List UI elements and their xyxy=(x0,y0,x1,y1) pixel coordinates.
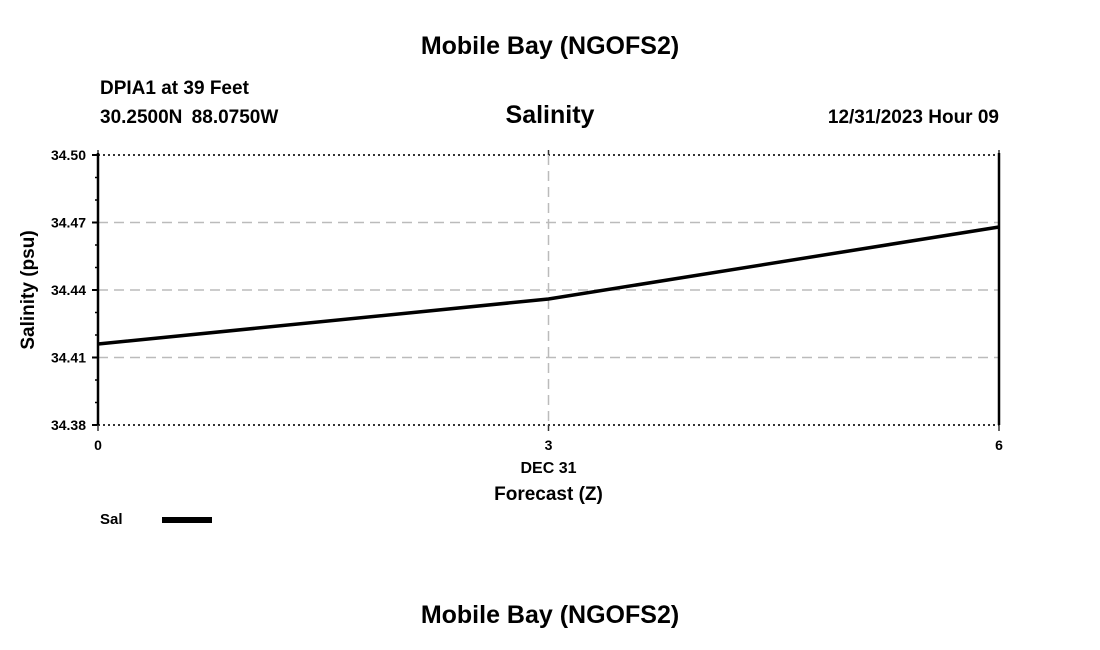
coordinates-label: 30.2500N 88.0750W xyxy=(100,107,279,128)
legend-label: Sal xyxy=(100,511,123,528)
x-tick-label: 3 xyxy=(545,437,553,453)
x-tick-label: 6 xyxy=(995,437,1003,453)
y-tick-label: 34.41 xyxy=(51,350,86,366)
y-axis-label: Salinity (psu) xyxy=(18,230,39,349)
x-axis-label: Forecast (Z) xyxy=(494,484,603,505)
main-title: Mobile Bay (NGOFS2) xyxy=(420,32,680,60)
x-tick-label: 0 xyxy=(94,437,102,453)
y-tick-label: 34.44 xyxy=(51,282,86,298)
plot-title: Salinity xyxy=(505,101,595,129)
y-tick-label: 34.38 xyxy=(51,417,86,433)
legend-swatch xyxy=(162,517,212,523)
footer-title: Mobile Bay (NGOFS2) xyxy=(420,601,680,629)
y-tick-label: 34.50 xyxy=(51,147,86,163)
x-axis-date-label: DEC 31 xyxy=(520,460,576,477)
y-tick-label: 34.47 xyxy=(51,215,86,231)
datetime-label: 12/31/2023 Hour 09 xyxy=(827,107,999,128)
station-label: DPIA1 at 39 Feet xyxy=(100,78,249,99)
